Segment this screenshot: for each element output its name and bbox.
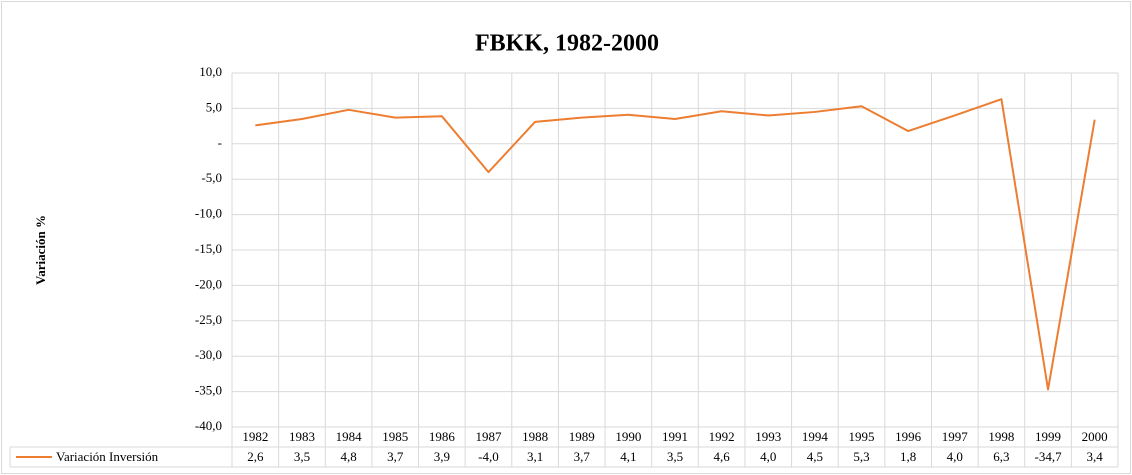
x-tick-label: 1993 [755,429,781,444]
y-tick-label: -25,0 [195,312,222,327]
x-tick-label: 1996 [895,429,922,444]
y-tick-label: -30,0 [195,347,222,362]
x-tick-label: 1991 [662,429,688,444]
x-tick-label: 1999 [1035,429,1061,444]
x-tick-label: 1997 [942,429,969,444]
y-tick-label: -20,0 [195,276,222,291]
data-table-value: 6,3 [993,449,1009,464]
data-table-value: -4,0 [478,449,499,464]
data-table-value: 1,8 [900,449,916,464]
y-tick-label: -15,0 [195,241,222,256]
legend-label: Variación Inversión [56,449,159,464]
data-table-value: -34,7 [1035,449,1063,464]
data-table-value: 4,8 [340,449,356,464]
data-table-value: 3,5 [667,449,683,464]
x-tick-label: 1990 [615,429,641,444]
data-table-value: 4,1 [620,449,636,464]
y-tick-label: -5,0 [201,170,222,185]
series-line [255,98,1096,391]
x-tick-label: 1985 [382,429,408,444]
x-tick-label: 1988 [522,429,548,444]
y-tick-label: -40,0 [195,418,222,433]
y-tick-label: - [218,135,222,150]
x-tick-label: 1984 [336,429,363,444]
data-table-value: 4,0 [760,449,776,464]
data-table-value: 3,1 [527,449,543,464]
data-table-value: 3,4 [1087,449,1104,464]
y-tick-label: -35,0 [195,383,222,398]
data-table-value: 2,6 [247,449,264,464]
x-tick-label: 1992 [709,429,735,444]
x-tick-label: 1995 [849,429,875,444]
data-table-value: 4,0 [947,449,963,464]
data-table-value: 4,6 [714,449,731,464]
x-tick-label: 1994 [802,429,829,444]
data-table-value: 3,5 [294,449,310,464]
data-table-value: 3,9 [434,449,450,464]
chart-title: FBKK, 1982-2000 [475,31,659,57]
x-tick-label: 1998 [988,429,1014,444]
data-table-value: 5,3 [853,449,869,464]
data-table-value: 4,5 [807,449,823,464]
data-table-value: 3,7 [387,449,404,464]
y-axis-title: Variación % [33,215,48,285]
data-table-value: 3,7 [574,449,591,464]
y-tick-label: -10,0 [195,206,222,221]
x-tick-label: 1986 [429,429,456,444]
y-tick-label: 5,0 [206,99,222,114]
x-tick-label: 1982 [242,429,268,444]
x-tick-label: 1987 [475,429,502,444]
y-tick-label: 10,0 [199,64,222,79]
x-tick-label: 2000 [1082,429,1108,444]
x-tick-label: 1989 [569,429,595,444]
x-tick-label: 1983 [289,429,315,444]
